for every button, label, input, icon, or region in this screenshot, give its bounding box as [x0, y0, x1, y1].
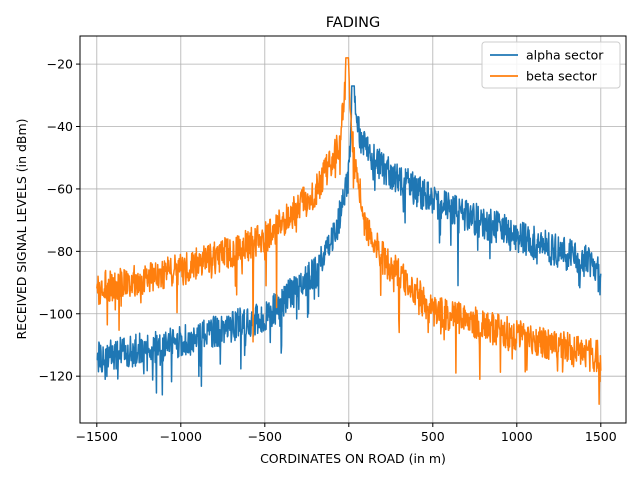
series-layer	[96, 57, 602, 406]
y-tick-label: −20	[47, 57, 73, 72]
y-tick-label: −80	[47, 244, 73, 259]
x-tick-label: 1000	[501, 429, 533, 444]
plot-frame	[79, 35, 627, 424]
y-tick-label: −100	[39, 306, 73, 321]
y-tick-label: −120	[39, 369, 73, 384]
y-axis-ticks: −120 −100 −80 −60 −40 −20	[39, 57, 80, 384]
x-tick-label: 1500	[585, 429, 617, 444]
series-line-alpha-sector	[96, 85, 602, 396]
x-tick-label: 0	[345, 429, 353, 444]
plot-area	[96, 57, 602, 406]
x-tick-label: −1500	[76, 429, 118, 444]
x-axis-label: CORDINATES ON ROAD (in m)	[260, 451, 446, 466]
y-tick-label: −60	[47, 181, 73, 196]
legend: alpha sector beta sector	[481, 41, 621, 89]
chart-title: FADING	[326, 15, 380, 31]
y-tick-label: −40	[47, 119, 73, 134]
legend-label: beta sector	[526, 69, 598, 84]
x-axis-ticks: −1500 −1000 −500 0 500 1000 1500	[76, 423, 617, 444]
y-axis-label: RECEIVED SIGNAL LEVELS (in dBm)	[14, 118, 29, 339]
series-line-beta-sector	[96, 57, 602, 406]
legend-label: alpha sector	[526, 48, 604, 63]
x-tick-label: −500	[248, 429, 282, 444]
x-tick-label: −1000	[160, 429, 202, 444]
x-tick-label: 500	[421, 429, 445, 444]
